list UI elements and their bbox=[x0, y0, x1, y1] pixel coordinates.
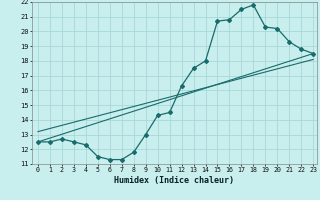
X-axis label: Humidex (Indice chaleur): Humidex (Indice chaleur) bbox=[115, 176, 234, 185]
